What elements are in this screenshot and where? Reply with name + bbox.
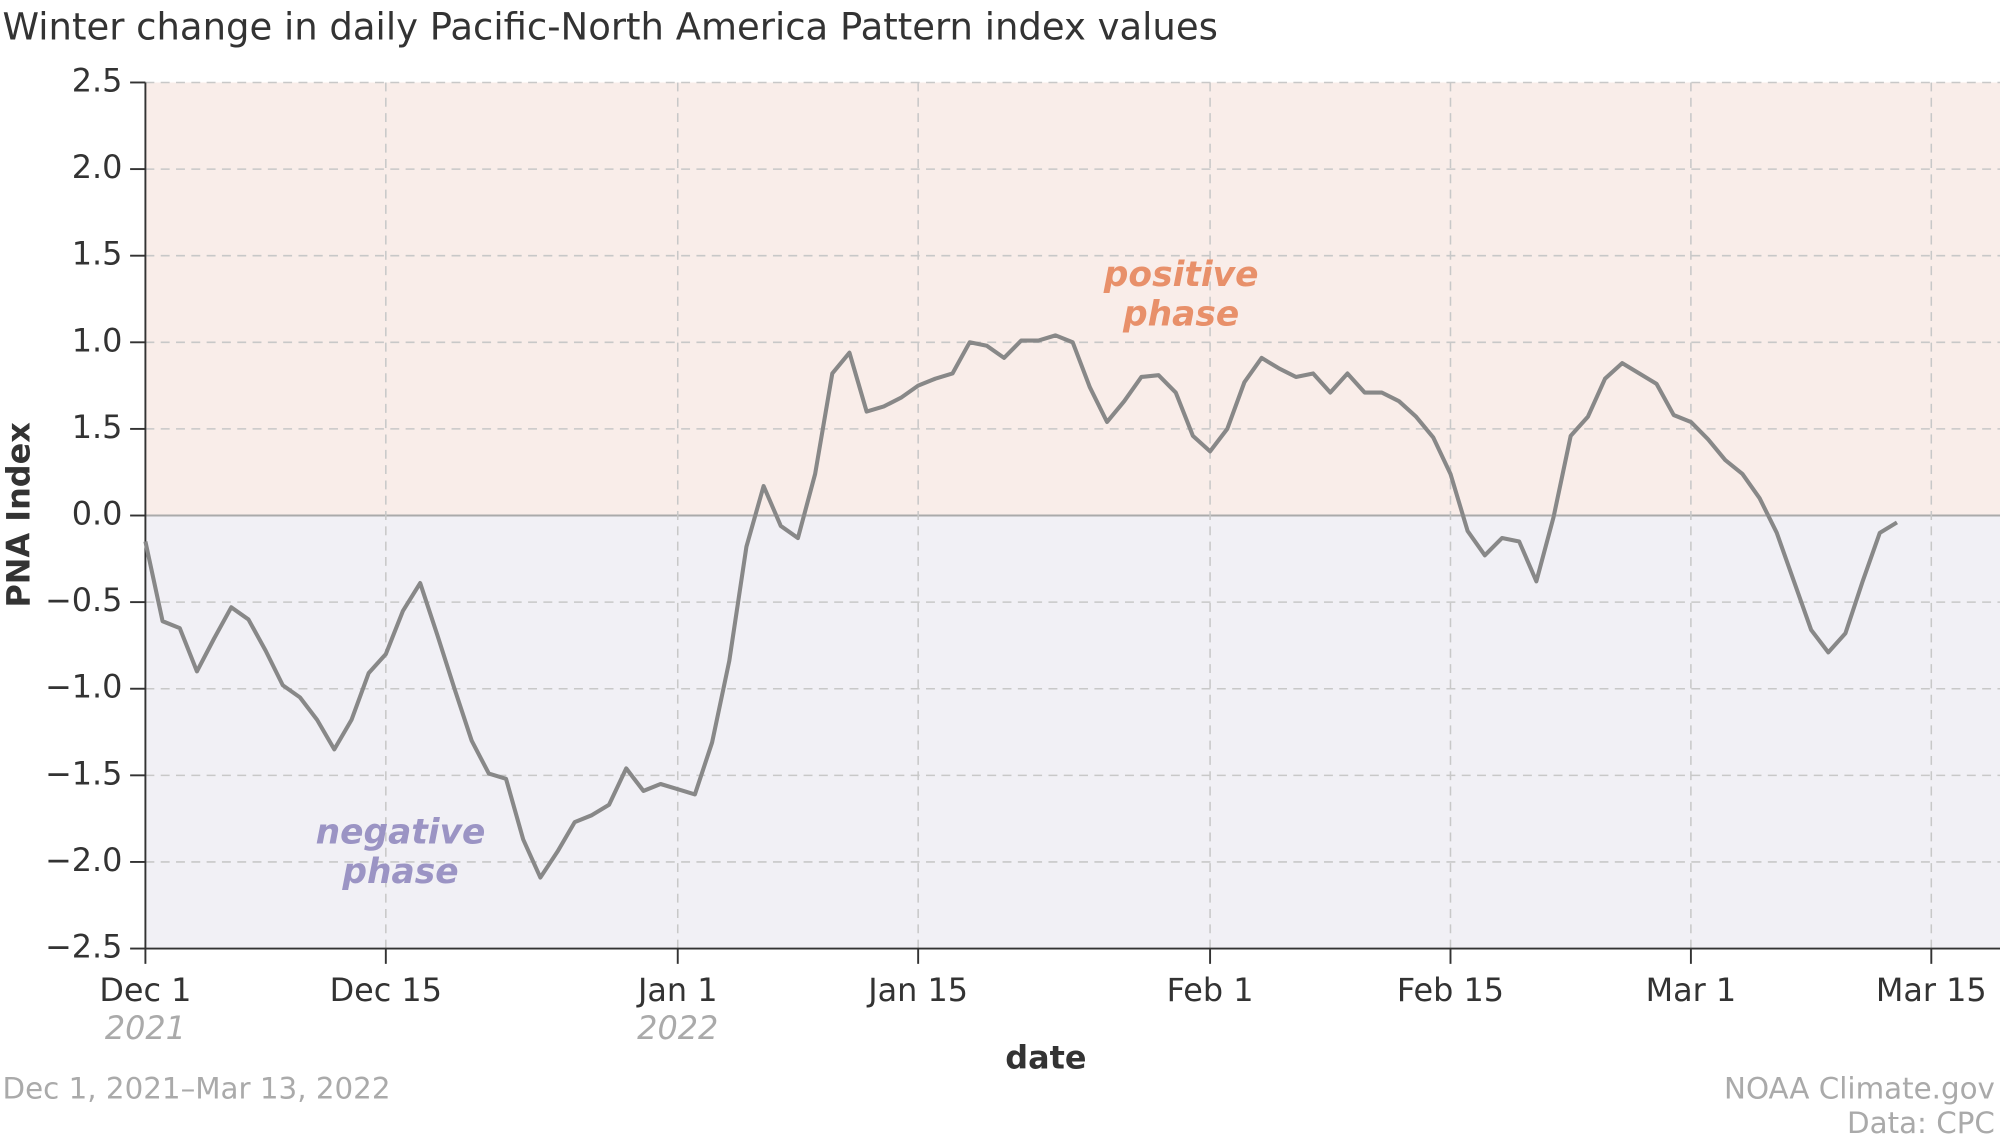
x-tick-label: Mar 1	[1646, 971, 1737, 1009]
x-axis-label: date	[1005, 1039, 1086, 1077]
y-tick-label: 1.0	[72, 321, 123, 359]
plot-area: 2.5 2.0 1.5 1.0 1.5 0.0 −0.5 −1.0 −1.5 −2.0 −2.5 De…	[45, 61, 2000, 1047]
x-tick-label: Jan 1	[636, 971, 718, 1009]
y-tick-label: 1.5	[72, 408, 123, 446]
x-tick-label: Mar 15	[1876, 971, 1987, 1009]
x-tick-label: Dec 15	[330, 971, 442, 1009]
y-tick-label: −2.0	[45, 841, 122, 879]
y-tick-label: 1.5	[72, 235, 123, 273]
date-range: Dec 1, 2021–Mar 13, 2022	[3, 1072, 391, 1106]
year-label: 2022	[637, 1009, 718, 1047]
x-tick-label: Feb 1	[1167, 971, 1254, 1009]
x-tick-label: Feb 15	[1397, 971, 1504, 1009]
credit: NOAA Climate.gov	[1724, 1072, 1995, 1106]
phase-annotation: phase	[341, 852, 458, 892]
pna-line	[143, 333, 1899, 880]
phase-annotation: positive	[1103, 255, 1259, 295]
phase-annotation: phase	[1122, 294, 1239, 334]
phase-annotation: negative	[316, 812, 486, 852]
chart-title: Winter change in daily Pacific-North Ame…	[3, 5, 1218, 48]
credit: Data: CPC	[1847, 1106, 1995, 1140]
x-tick-label: Jan 15	[866, 971, 968, 1009]
y-tick-label: −2.5	[45, 928, 122, 966]
y-tick-label: 0.0	[72, 495, 123, 533]
year-label: 2021	[105, 1009, 186, 1047]
y-tick-label: −0.5	[45, 581, 122, 619]
y-tick-label: 2.0	[72, 148, 123, 186]
y-tick-label: −1.0	[45, 668, 122, 706]
y-tick-label: −1.5	[45, 754, 122, 792]
phase-band	[145, 82, 2000, 516]
y-tick-label: 2.5	[72, 61, 123, 99]
y-axis-label: PNA Index	[0, 422, 37, 608]
x-tick-label: Dec 1	[99, 971, 191, 1009]
